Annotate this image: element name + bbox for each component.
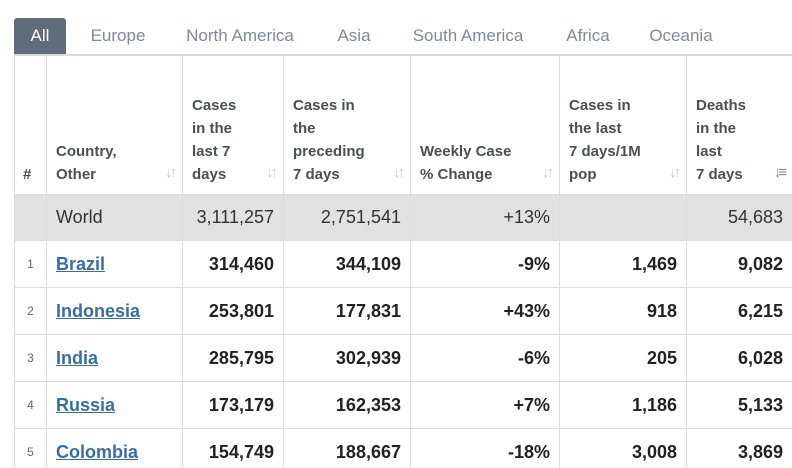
row-rank: 1 [15, 241, 47, 288]
row-per-1m: 1,469 [560, 241, 687, 288]
tab-asia[interactable]: Asia [310, 18, 398, 54]
world-deaths-7: 54,683 [687, 195, 792, 241]
world-per-1m [560, 195, 687, 241]
row-cases-7: 154,749 [183, 429, 284, 468]
row-cases-prev: 344,109 [284, 241, 411, 288]
row-deaths-7: 3,869 [687, 429, 792, 468]
sort-arrows-icon[interactable]: ↓↑ [542, 161, 551, 184]
sort-arrows-icon[interactable]: ↓↑ [669, 161, 678, 184]
row-cases-7: 285,795 [183, 335, 284, 382]
row-per-1m: 205 [560, 335, 687, 382]
world-weekly-change: +13% [411, 195, 560, 241]
row-per-1m: 1,186 [560, 382, 687, 429]
table-row: 3 India 285,795 302,939 -6% 205 6,028 [15, 335, 792, 382]
row-rank: 5 [15, 429, 47, 468]
row-per-1m: 3,008 [560, 429, 687, 468]
sort-descending-icon[interactable]: ↓≡ [774, 161, 784, 184]
row-rank: 3 [15, 335, 47, 382]
row-weekly-change: -9% [411, 241, 560, 288]
table-row: 4 Russia 173,179 162,353 +7% 1,186 5,133 [15, 382, 792, 429]
world-cases-prev: 2,751,541 [284, 195, 411, 241]
sort-arrows-icon[interactable]: ↓↑ [393, 161, 402, 184]
row-cases-7: 253,801 [183, 288, 284, 335]
sort-arrows-icon[interactable]: ↓↑ [165, 161, 174, 184]
tab-africa[interactable]: Africa [538, 18, 638, 54]
row-country: Indonesia [47, 288, 183, 335]
world-country: World [47, 195, 183, 241]
tab-north-america[interactable]: North America [170, 18, 310, 54]
row-country: India [47, 335, 183, 382]
country-link[interactable]: Brazil [56, 254, 105, 274]
table-row: 5 Colombia 154,749 188,667 -18% 3,008 3,… [15, 429, 792, 468]
row-cases-prev: 188,667 [284, 429, 411, 468]
row-country: Colombia [47, 429, 183, 468]
row-country: Brazil [47, 241, 183, 288]
row-per-1m: 918 [560, 288, 687, 335]
country-link[interactable]: Russia [56, 395, 115, 415]
row-weekly-change: -6% [411, 335, 560, 382]
row-cases-prev: 302,939 [284, 335, 411, 382]
row-cases-7: 314,460 [183, 241, 284, 288]
world-rank [15, 195, 47, 241]
world-row: World 3,111,257 2,751,541 +13% 54,683 [15, 195, 792, 241]
country-link[interactable]: India [56, 348, 98, 368]
row-cases-prev: 162,353 [284, 382, 411, 429]
row-rank: 2 [15, 288, 47, 335]
tab-oceania[interactable]: Oceania [638, 18, 724, 54]
world-cases-7: 3,111,257 [183, 195, 284, 241]
row-cases-7: 173,179 [183, 382, 284, 429]
sort-arrows-icon[interactable]: ↓↑ [266, 161, 275, 184]
row-rank: 4 [15, 382, 47, 429]
tab-south-america[interactable]: South America [398, 18, 538, 54]
header-country[interactable]: Country,Other ↓↑ [47, 56, 183, 195]
tab-europe[interactable]: Europe [66, 18, 170, 54]
row-weekly-change: -18% [411, 429, 560, 468]
row-weekly-change: +43% [411, 288, 560, 335]
country-link[interactable]: Indonesia [56, 301, 140, 321]
country-link[interactable]: Colombia [56, 442, 138, 462]
row-deaths-7: 6,028 [687, 335, 792, 382]
region-tabs: All Europe North America Asia South Amer… [14, 18, 792, 54]
header-weekly-case-change[interactable]: Weekly Case% Change ↓↑ [411, 56, 560, 195]
tab-all[interactable]: All [14, 18, 66, 54]
row-cases-prev: 177,831 [284, 288, 411, 335]
table-row: 1 Brazil 314,460 344,109 -9% 1,469 9,082 [15, 241, 792, 288]
row-deaths-7: 5,133 [687, 382, 792, 429]
row-country: Russia [47, 382, 183, 429]
header-rank[interactable]: # [15, 56, 47, 195]
row-weekly-change: +7% [411, 382, 560, 429]
row-deaths-7: 6,215 [687, 288, 792, 335]
table-row: 2 Indonesia 253,801 177,831 +43% 918 6,2… [15, 288, 792, 335]
row-deaths-7: 9,082 [687, 241, 792, 288]
